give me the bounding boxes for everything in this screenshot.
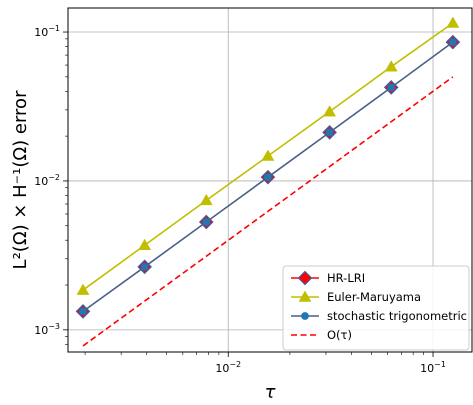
x-axis-label: τ [265,382,276,403]
data-point [448,38,457,47]
data-point [138,238,152,250]
data-point [264,173,272,182]
legend-box [282,265,470,351]
data-point [446,16,460,28]
y-tick-label: 10−1 [34,24,60,39]
series-o [82,76,454,347]
legend-label: O(τ) [327,328,352,342]
y-tick-label: 10−3 [34,322,60,337]
legend-label: HR-LRI [327,271,365,285]
data-point [79,307,87,316]
data-point [325,128,334,137]
plot-frame [67,7,473,353]
legend: HR-LRI Euler-Maruyama stochastic trigonome… [282,265,470,351]
legend-label: stochastic trigonometric [327,309,467,323]
legend-marker [301,312,309,320]
y-axis-label: L²(Ω) × H⁻¹(Ω) error [10,90,31,270]
x-tick-label: 10−1 [420,360,446,375]
data-point [76,283,90,295]
series-euler-maruyama [76,16,460,295]
legend-marker [297,270,313,286]
data-point [323,105,337,117]
legend-item: HR-LRI [291,270,365,286]
series-line [82,76,454,347]
data-point [261,149,275,161]
series-stochastic-trigonometric [79,38,457,316]
data-point [199,193,213,206]
legend-item: stochastic trigonometric [291,309,467,323]
data-point [387,83,396,92]
axis-ticks: 10−2 10−1 10−3 10−2 10−1 [34,24,446,375]
y-tick-label: 10−2 [34,173,60,188]
legend-item: O(τ) [291,328,352,342]
legend-label: Euler-Maruyama [327,290,421,304]
data-point [202,218,211,226]
x-tick-label: 10−2 [215,360,241,375]
data-point [140,262,149,271]
plot-series [75,16,461,347]
data-point [384,60,398,72]
legend-marker [298,290,312,302]
legend-item: Euler-Maruyama [291,290,421,304]
